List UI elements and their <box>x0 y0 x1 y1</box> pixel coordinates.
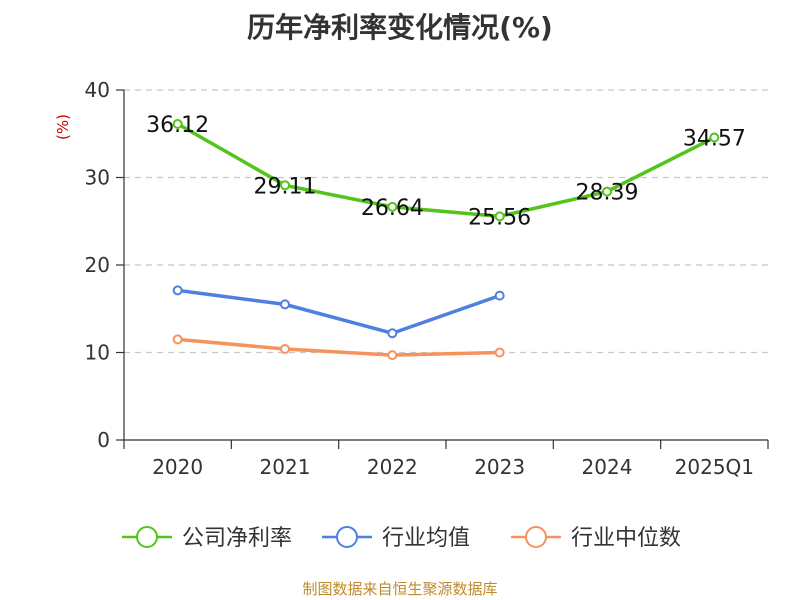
data-point <box>494 290 505 301</box>
x-tick-label: 2025Q1 <box>675 455 754 479</box>
data-point <box>387 328 398 339</box>
y-tick-label: 40 <box>85 78 110 102</box>
series-line-2 <box>177 337 500 357</box>
legend-item-0: 公司净利率 <box>122 526 292 551</box>
data-point <box>280 344 290 354</box>
legend-item-1: 行业均值 <box>322 526 470 551</box>
data-label: 36.12 <box>146 113 209 138</box>
data-point <box>280 299 290 310</box>
x-tick-label: 2021 <box>260 455 311 479</box>
legend-swatch-marker <box>136 526 158 548</box>
data-point <box>387 350 398 361</box>
chart-title: 历年净利率变化情况(%) <box>247 11 553 44</box>
legend-label: 行业均值 <box>382 526 470 551</box>
series-group <box>172 118 720 361</box>
y-tick-label: 30 <box>85 166 110 190</box>
y-tick-label: 10 <box>85 341 110 365</box>
x-tick-label: 2024 <box>582 455 633 479</box>
legend: 公司净利率 行业均值 行业中位数 <box>122 526 681 551</box>
legend-swatch-marker <box>525 526 547 548</box>
axes: 0 10 20 30 40 2020 2021 2022 2023 2024 2025Q1 (%) <box>54 78 769 479</box>
y-tick-label: 0 <box>97 428 110 452</box>
data-point <box>172 285 183 296</box>
x-tick-label: 2020 <box>152 455 203 479</box>
y-tick-label: 20 <box>85 253 110 277</box>
data-labels: 36.12 29.11 26.64 25.56 28.39 34.57 <box>146 113 746 230</box>
data-point <box>387 201 398 212</box>
x-tick-label: 2022 <box>367 455 418 479</box>
data-point <box>494 347 505 358</box>
legend-label: 公司净利率 <box>182 526 292 551</box>
legend-label: 行业中位数 <box>571 526 681 551</box>
source-footer: 制图数据来自恒生聚源数据库 <box>302 580 498 598</box>
data-point <box>172 118 183 129</box>
data-point <box>494 211 505 222</box>
data-point <box>709 132 720 143</box>
data-label: 25.56 <box>468 205 531 230</box>
x-tick-label: 2023 <box>474 455 525 479</box>
series-line-0 <box>176 122 716 219</box>
data-label: 28.39 <box>576 181 639 206</box>
legend-swatch-marker <box>336 526 358 548</box>
data-point <box>280 180 290 191</box>
data-point <box>172 334 183 345</box>
series-line-1 <box>177 288 501 335</box>
y-axis-label: (%) <box>54 114 72 140</box>
data-label: 34.57 <box>683 127 746 152</box>
data-label: 26.64 <box>361 196 424 221</box>
data-point <box>602 186 612 197</box>
data-label: 29.11 <box>254 174 317 199</box>
legend-item-2: 行业中位数 <box>511 526 681 551</box>
